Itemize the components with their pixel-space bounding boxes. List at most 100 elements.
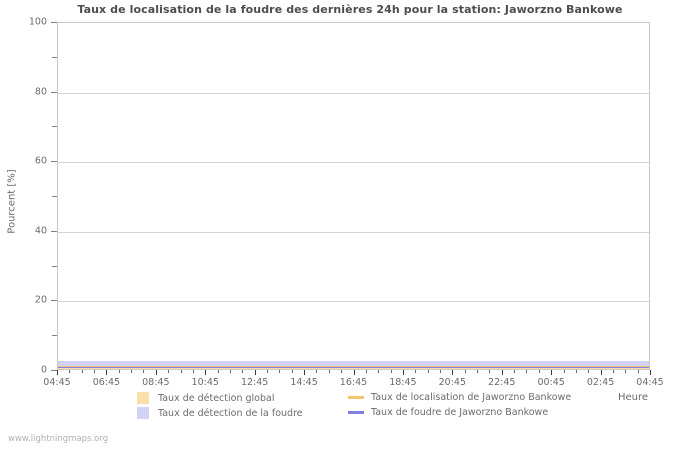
gridline <box>58 92 649 94</box>
x-tick-major <box>254 370 256 375</box>
y-tick-label: 0 <box>40 364 47 376</box>
x-tick-minor <box>131 370 133 373</box>
x-tick-minor <box>69 370 71 373</box>
y-tick-label: 80 <box>34 86 47 98</box>
y-tick-major <box>51 300 57 302</box>
x-tick-major <box>452 370 454 375</box>
x-tick-major <box>402 370 404 375</box>
x-tick-major <box>353 370 355 375</box>
x-tick-minor <box>563 370 565 373</box>
x-tick-minor <box>217 370 219 373</box>
x-tick-minor <box>180 370 182 373</box>
x-tick-minor <box>118 370 120 373</box>
x-tick-minor <box>625 370 627 373</box>
x-tick-major <box>551 370 553 375</box>
series-line <box>58 366 649 368</box>
x-tick-label: 18:45 <box>389 377 417 388</box>
gridline <box>58 301 649 303</box>
x-tick-major <box>650 370 651 375</box>
y-tick-major <box>51 161 57 163</box>
legend-label: Taux de foudre de Jaworzno Bankowe <box>371 407 549 418</box>
y-tick-label: 60 <box>34 155 47 167</box>
x-tick-minor <box>291 370 293 373</box>
legend-swatch-icon <box>137 407 149 419</box>
x-tick-minor <box>94 370 96 373</box>
x-tick-label: 22:45 <box>488 377 516 388</box>
legend-item[interactable]: Taux de localisation de Jaworzno Bankowe <box>348 392 571 403</box>
x-tick-label: 06:45 <box>92 377 121 388</box>
x-tick-minor <box>81 370 83 373</box>
x-tick-minor <box>279 370 281 373</box>
x-tick-minor <box>575 370 577 373</box>
x-tick-minor <box>588 370 590 373</box>
x-tick-label: 14:45 <box>290 377 318 388</box>
legend-line-icon <box>348 396 364 399</box>
y-tick-major <box>51 22 57 23</box>
y-tick-major <box>51 91 57 93</box>
x-tick-minor <box>439 370 441 373</box>
x-tick-major <box>57 370 58 375</box>
x-tick-minor <box>242 370 244 373</box>
y-tick-minor <box>52 56 57 58</box>
x-tick-minor <box>538 370 540 373</box>
y-axis: 0 20 40 60 80 100 Pourcent [%] <box>0 17 57 376</box>
x-tick-minor <box>168 370 170 373</box>
x-tick-minor <box>192 370 194 373</box>
y-tick-label: 40 <box>34 225 47 237</box>
x-tick-major <box>304 370 306 375</box>
y-tick-label: 20 <box>34 294 47 306</box>
gridline <box>58 162 649 164</box>
chart-title: Taux de localisation de la foudre des de… <box>77 3 623 16</box>
series-area <box>58 361 649 369</box>
x-tick-major <box>106 370 108 375</box>
legend-item[interactable]: Taux de détection global <box>137 392 274 404</box>
x-tick-minor <box>341 370 343 373</box>
x-tick-label: 10:45 <box>191 377 219 388</box>
x-axis-title: Heure <box>618 392 649 403</box>
watermark: www.lightningmaps.org <box>8 434 109 444</box>
x-tick-minor <box>477 370 479 373</box>
x-axis: 04:45 06:45 08:45 10:45 12:45 14:45 16:45 18:45… <box>43 370 664 390</box>
x-tick-minor <box>267 370 269 373</box>
chart-legend: Taux de détection global Taux de détectio… <box>137 392 657 422</box>
x-tick-minor <box>229 370 231 373</box>
x-tick-minor <box>637 370 639 373</box>
x-tick-minor <box>489 370 491 373</box>
x-tick-label: 08:45 <box>142 377 170 388</box>
gridline <box>58 231 649 233</box>
x-tick-major <box>205 370 207 375</box>
x-tick-major <box>600 370 602 375</box>
x-tick-label: 02:45 <box>586 377 615 388</box>
x-tick-label: 20:45 <box>438 377 467 388</box>
x-tick-major <box>155 370 157 375</box>
plot-area <box>57 22 650 370</box>
x-tick-minor <box>427 370 429 373</box>
legend-item[interactable]: Taux de détection de la foudre <box>137 407 303 419</box>
x-tick-label: 16:45 <box>339 377 368 388</box>
x-tick-label: 00:45 <box>537 377 565 388</box>
x-tick-label: 04:45 <box>43 377 71 388</box>
x-tick-label: 04:45 <box>636 377 664 388</box>
legend-line-icon <box>348 411 364 414</box>
x-tick-minor <box>526 370 528 373</box>
legend-label: Taux de détection de la foudre <box>158 407 303 419</box>
x-tick-minor <box>378 370 380 373</box>
x-tick-minor <box>612 370 614 373</box>
x-tick-minor <box>390 370 392 373</box>
y-tick-minor <box>52 335 57 337</box>
legend-item[interactable]: Taux de foudre de Jaworzno Bankowe <box>348 407 548 418</box>
legend-label: Taux de localisation de Jaworzno Bankowe <box>371 392 572 403</box>
series-line <box>58 367 649 369</box>
x-tick-minor <box>464 370 466 373</box>
x-tick-major <box>501 370 503 375</box>
x-tick-minor <box>514 370 516 373</box>
y-tick-major <box>51 370 57 371</box>
y-tick-minor <box>52 126 57 128</box>
legend-label: Taux de détection global <box>158 392 275 404</box>
y-tick-minor <box>52 265 57 267</box>
y-tick-major <box>51 230 57 232</box>
legend-swatch-icon <box>137 392 149 404</box>
y-tick-minor <box>52 196 57 197</box>
x-tick-minor <box>143 370 145 373</box>
